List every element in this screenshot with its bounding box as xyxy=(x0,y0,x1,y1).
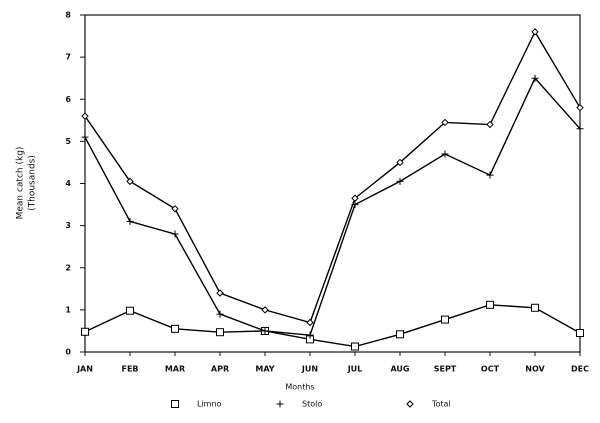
marker xyxy=(396,330,404,339)
x-tick-label: OCT xyxy=(481,365,500,374)
y-axis-label: (Thousands) xyxy=(28,155,38,211)
marker xyxy=(486,300,494,309)
x-tick-label: NOV xyxy=(525,365,545,374)
marker xyxy=(396,158,404,167)
marker xyxy=(441,315,449,324)
marker xyxy=(126,217,134,225)
x-tick-label: JAN xyxy=(76,365,93,374)
marker xyxy=(531,28,539,36)
marker xyxy=(576,125,584,133)
y-tick-label: 0 xyxy=(65,348,71,357)
y-tick-label: 3 xyxy=(65,221,71,230)
marker xyxy=(351,342,359,351)
marker xyxy=(441,150,449,158)
y-axis-label: Mean catch (kg) xyxy=(16,147,26,220)
x-tick-label: DEC xyxy=(571,365,589,374)
x-tick-label: JUN xyxy=(301,365,318,374)
marker xyxy=(81,327,89,336)
marker xyxy=(261,306,269,314)
marker xyxy=(81,133,89,141)
marker xyxy=(276,400,284,408)
marker xyxy=(171,324,179,333)
series-line xyxy=(84,30,581,324)
marker xyxy=(261,327,269,335)
marker xyxy=(216,289,224,297)
marker xyxy=(216,310,224,318)
marker xyxy=(351,194,359,202)
marker xyxy=(171,230,179,238)
y-tick-label: 4 xyxy=(65,179,71,188)
marker xyxy=(406,400,414,408)
marker xyxy=(486,120,494,129)
y-tick-label: 8 xyxy=(65,11,71,20)
x-tick-label: APR xyxy=(211,365,229,374)
y-tick-label: 2 xyxy=(65,263,71,272)
x-tick-label: MAR xyxy=(165,365,185,374)
marker xyxy=(306,318,314,327)
legend-label: Limno xyxy=(197,400,222,409)
marker xyxy=(216,328,224,337)
marker xyxy=(576,329,584,338)
marker xyxy=(486,171,494,179)
plot-frame xyxy=(84,14,581,353)
series-line xyxy=(84,304,581,348)
series-line xyxy=(84,76,581,336)
marker xyxy=(441,118,449,127)
x-tick-label: JUL xyxy=(347,365,363,374)
x-tick-label: AUG xyxy=(390,365,409,374)
x-tick-label: FEB xyxy=(121,365,138,374)
x-axis-label: Months xyxy=(285,383,314,392)
marker xyxy=(396,177,404,185)
marker xyxy=(171,400,179,408)
marker xyxy=(171,205,179,213)
marker xyxy=(126,306,134,315)
x-tick-label: MAY xyxy=(255,365,274,374)
marker xyxy=(306,331,314,339)
y-tick-label: 5 xyxy=(65,137,71,146)
y-tick-label: 7 xyxy=(65,53,71,62)
marker xyxy=(531,74,539,82)
x-tick-label: SEPT xyxy=(434,365,457,374)
marker xyxy=(126,177,134,186)
y-tick-label: 1 xyxy=(65,305,71,314)
marker xyxy=(81,112,89,120)
legend-label: Total xyxy=(431,400,451,409)
marker xyxy=(576,103,584,112)
y-tick-label: 6 xyxy=(65,95,71,104)
marker xyxy=(531,303,539,312)
legend-label: Stolo xyxy=(302,400,322,409)
